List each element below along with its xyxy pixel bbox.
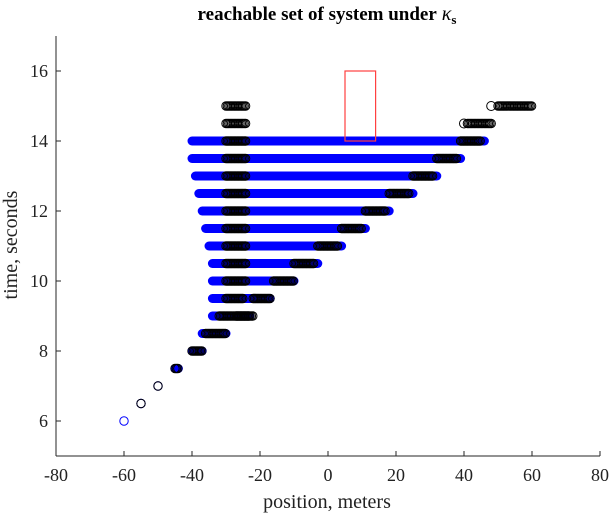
black-point — [451, 153, 462, 164]
black-cluster — [336, 223, 366, 234]
plot-area — [119, 70, 537, 426]
y-tick-label: 14 — [30, 131, 48, 151]
black-cluster — [221, 136, 251, 146]
x-tick-label: 40 — [455, 465, 473, 485]
black-point — [136, 398, 146, 409]
black-cluster — [221, 153, 251, 164]
black-cluster — [231, 311, 254, 321]
black-point — [240, 101, 251, 111]
black-cluster — [268, 276, 298, 286]
y-axis-ticks: 6 8 10 12 14 16 — [30, 61, 61, 431]
black-point — [240, 241, 251, 251]
black-cluster — [408, 171, 438, 181]
target-region — [344, 70, 377, 142]
black-point — [427, 171, 438, 181]
blue-point — [119, 416, 129, 426]
black-point — [173, 363, 183, 374]
black-point — [240, 258, 251, 269]
black-cluster — [136, 398, 146, 409]
black-cluster — [200, 328, 230, 339]
y-axis-label: time, seconds — [0, 190, 22, 299]
title-main: reachable set of system under — [198, 4, 438, 25]
y-tick-label: 16 — [30, 61, 48, 81]
black-point — [240, 171, 251, 181]
black-cluster — [493, 101, 537, 111]
x-axis-ticks: -80 -60 -40 -20 0 20 40 60 80 — [44, 451, 609, 485]
black-point — [459, 118, 469, 129]
black-point — [332, 241, 343, 251]
y-tick-label: 12 — [30, 201, 48, 221]
black-cluster — [432, 153, 462, 164]
x-tick-label: -60 — [112, 465, 136, 485]
black-point — [356, 223, 366, 234]
black-cluster — [455, 136, 485, 146]
black-point — [526, 101, 537, 111]
black-point — [240, 136, 251, 146]
black-cluster — [153, 381, 163, 391]
black-point — [220, 328, 230, 339]
black-cluster — [221, 258, 251, 269]
black-point — [486, 118, 496, 129]
black-cluster — [360, 206, 390, 216]
black-point — [153, 381, 163, 391]
black-cluster — [221, 171, 251, 181]
y-tick-label: 8 — [39, 341, 48, 361]
x-tick-label: 0 — [324, 465, 333, 485]
black-point — [404, 188, 414, 199]
x-tick-label: -20 — [248, 465, 272, 485]
black-point — [308, 258, 319, 269]
black-cluster — [221, 101, 251, 111]
black-point — [240, 118, 251, 129]
black-cluster — [462, 118, 496, 129]
black-point — [238, 293, 248, 304]
x-tick-label: 80 — [591, 465, 609, 485]
black-cluster — [221, 276, 251, 286]
black-cluster — [221, 118, 251, 129]
black-cluster — [313, 241, 343, 251]
black-point — [197, 346, 207, 356]
black-point — [244, 311, 254, 321]
black-cluster — [170, 363, 183, 374]
y-tick-label: 6 — [39, 411, 48, 431]
title-symbol: κ — [442, 3, 452, 25]
black-point — [486, 101, 497, 111]
black-point — [288, 276, 298, 286]
black-point — [240, 206, 251, 216]
black-cluster — [289, 258, 319, 269]
x-tick-label: 60 — [523, 465, 541, 485]
black-point — [240, 188, 251, 199]
black-point — [475, 136, 485, 146]
black-cluster — [248, 293, 275, 304]
black-cluster — [384, 188, 414, 199]
x-tick-label: -40 — [180, 465, 204, 485]
axes: -80 -60 -40 -20 0 20 40 60 80 6 8 10 12 14 16 — [30, 36, 609, 485]
black-point — [240, 223, 251, 234]
black-cluster — [221, 223, 251, 234]
black-cluster — [221, 188, 251, 199]
black-point — [240, 153, 251, 164]
title-subscript: s — [451, 12, 456, 27]
black-point — [380, 206, 390, 216]
x-axis-label: position, meters — [263, 491, 391, 513]
black-cluster — [221, 206, 251, 216]
black-point — [240, 276, 251, 286]
black-series — [136, 101, 537, 409]
black-cluster — [221, 241, 251, 251]
x-tick-label: 20 — [387, 465, 405, 485]
black-cluster — [187, 346, 207, 356]
chart-title: reachable set of system under κs — [198, 3, 457, 27]
black-cluster — [221, 293, 248, 304]
black-point — [265, 293, 275, 304]
x-tick-label: -80 — [44, 465, 68, 485]
y-tick-label: 10 — [30, 271, 48, 291]
